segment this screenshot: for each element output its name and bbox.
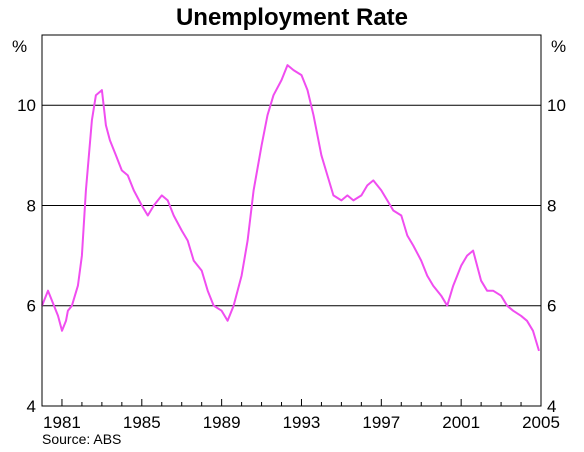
source-note: Source: ABS: [42, 431, 121, 447]
plot-frame: [41, 34, 542, 407]
y-tick-left-10: 10: [17, 96, 36, 115]
y-tick-right-10: 10: [547, 96, 566, 115]
series-line-0: [41, 64, 540, 352]
x-axis: 1981 1985 1989 1993 1997 2001 2005: [41, 399, 560, 432]
chart-title: Unemployment Rate: [176, 4, 408, 31]
y-unit-left: %: [12, 37, 27, 56]
y-tick-right-4: 4: [547, 397, 556, 416]
y-tick-right-8: 8: [547, 196, 556, 215]
y-unit-right: %: [551, 37, 566, 56]
x-tick-1981: 1981: [43, 413, 81, 432]
y-tick-left-8: 8: [27, 196, 36, 215]
y-tick-right-6: 6: [547, 297, 556, 316]
y-axis-right: 4 6 8 10: [547, 96, 566, 416]
series-group: [41, 64, 540, 352]
y-tick-left-6: 6: [27, 297, 36, 316]
y-tick-left-4: 4: [27, 397, 36, 416]
x-tick-1989: 1989: [203, 413, 241, 432]
x-tick-1997: 1997: [362, 413, 400, 432]
gridlines: [42, 104, 541, 307]
y-axis-left: 4 6 8 10: [17, 96, 36, 416]
x-tick-2005: 2005: [522, 413, 560, 432]
x-tick-1985: 1985: [123, 413, 161, 432]
x-tick-1993: 1993: [283, 413, 321, 432]
x-tick-2001: 2001: [442, 413, 480, 432]
